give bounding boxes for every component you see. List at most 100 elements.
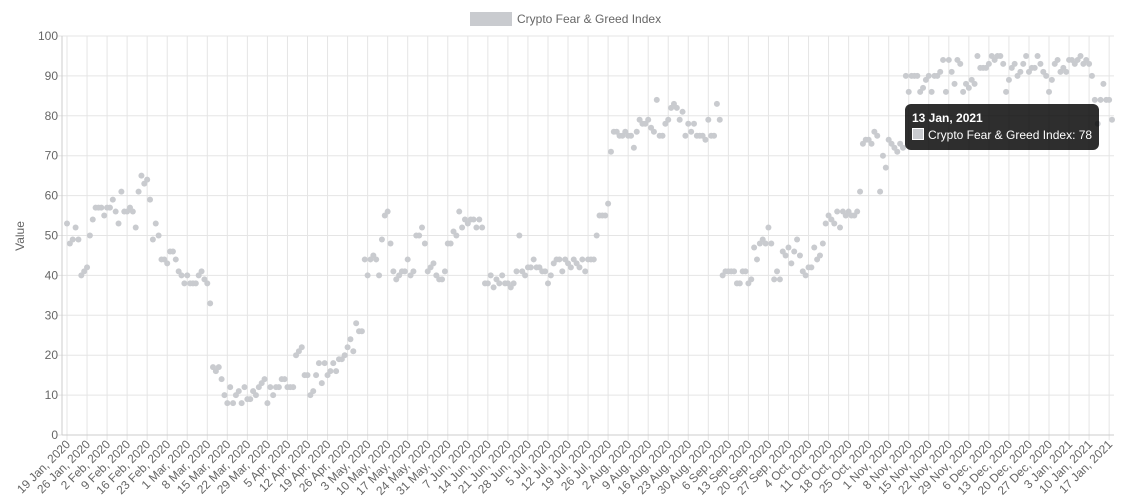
data-point — [1088, 72, 1095, 79]
data-point — [358, 328, 365, 335]
data-point — [376, 272, 383, 279]
data-point — [1048, 76, 1055, 83]
y-tick-label: 30 — [45, 308, 59, 322]
data-point — [605, 200, 612, 207]
legend-label[interactable]: Crypto Fear & Greed Index — [517, 12, 661, 26]
data-point — [1037, 60, 1044, 67]
data-point — [653, 96, 660, 103]
data-point — [1011, 60, 1018, 67]
data-point — [914, 72, 921, 79]
data-point — [894, 148, 901, 155]
data-point — [1005, 76, 1012, 83]
legend-swatch[interactable] — [470, 12, 512, 26]
data-point — [421, 240, 428, 247]
data-point — [304, 372, 311, 379]
data-point — [882, 164, 889, 171]
data-point — [261, 376, 268, 383]
data-point — [942, 88, 949, 95]
data-point — [350, 348, 357, 355]
data-point — [344, 344, 351, 351]
data-point — [327, 368, 334, 375]
data-point — [298, 344, 305, 351]
data-point — [169, 248, 176, 255]
data-point — [238, 400, 245, 407]
y-tick-label: 40 — [45, 268, 59, 282]
data-point — [1106, 96, 1113, 103]
data-point — [753, 256, 760, 263]
data-point — [796, 252, 803, 259]
data-point — [788, 260, 795, 267]
data-point — [965, 84, 972, 91]
data-point — [1097, 96, 1104, 103]
data-point — [711, 132, 718, 139]
data-point — [513, 268, 520, 275]
data-point — [659, 132, 666, 139]
data-point — [281, 376, 288, 383]
data-point — [785, 244, 792, 251]
data-point — [791, 248, 798, 255]
data-point — [945, 56, 952, 63]
data-point — [808, 264, 815, 271]
y-tick-label: 10 — [45, 388, 59, 402]
data-point — [782, 252, 789, 259]
data-point — [905, 88, 912, 95]
y-tick-label: 0 — [51, 428, 58, 442]
data-point — [628, 132, 635, 139]
data-point — [353, 320, 360, 327]
y-axis-label: Value — [13, 221, 27, 251]
data-point — [1046, 88, 1053, 95]
data-point — [341, 352, 348, 359]
data-point — [64, 220, 70, 227]
data-point — [164, 260, 171, 267]
data-point — [247, 396, 254, 403]
data-point — [1063, 68, 1070, 75]
data-point — [768, 240, 775, 247]
data-point — [378, 236, 385, 243]
data-point — [633, 128, 640, 135]
data-point — [318, 380, 325, 387]
data-point — [1020, 60, 1027, 67]
data-point — [181, 280, 188, 287]
data-point — [527, 264, 534, 271]
tooltip-text: Crypto Fear & Greed Index: 78 — [928, 128, 1093, 142]
data-point — [315, 360, 322, 367]
data-point — [673, 104, 680, 111]
data-point — [1003, 88, 1010, 95]
data-point — [685, 120, 692, 127]
data-point — [347, 336, 354, 343]
data-point — [252, 392, 259, 399]
data-point — [390, 268, 397, 275]
data-point — [69, 236, 76, 243]
data-point — [1091, 96, 1098, 103]
data-point — [834, 208, 841, 215]
data-point — [645, 116, 652, 123]
data-point — [118, 188, 125, 195]
data-point — [430, 260, 437, 267]
data-point — [416, 232, 423, 239]
data-point — [224, 400, 231, 407]
data-point — [971, 80, 978, 87]
data-point — [879, 152, 886, 159]
data-point — [816, 252, 823, 259]
data-point — [155, 232, 162, 239]
data-point — [447, 240, 454, 247]
data-point — [751, 244, 758, 251]
data-point — [940, 56, 947, 63]
data-point — [227, 384, 234, 391]
data-point — [364, 272, 371, 279]
data-point — [762, 240, 769, 247]
data-point — [496, 280, 503, 287]
data-point — [98, 204, 105, 211]
data-point — [401, 268, 408, 275]
data-point — [476, 216, 483, 223]
data-point — [822, 220, 829, 227]
data-point — [665, 116, 672, 123]
data-point — [516, 232, 523, 239]
data-point — [510, 280, 517, 287]
data-point — [559, 268, 566, 275]
tooltip-swatch — [912, 128, 924, 140]
data-point — [742, 268, 749, 275]
data-point — [1100, 80, 1107, 87]
